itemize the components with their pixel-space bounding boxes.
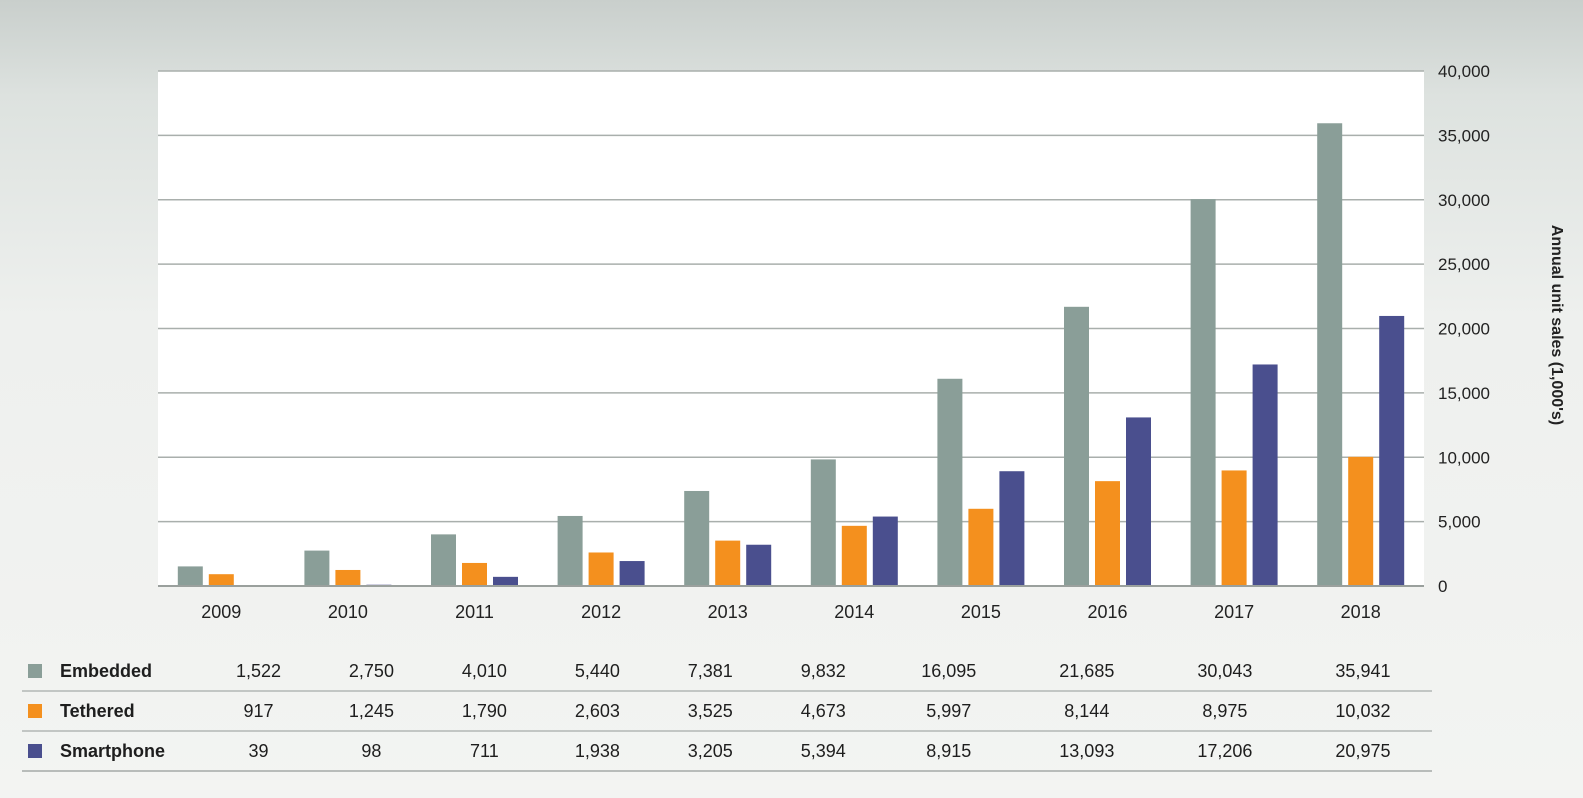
bar-embedded-2017 (1190, 199, 1216, 586)
y-axis-title: Annual unit sales (1,000's) (1548, 225, 1565, 425)
bar-tethered-2012 (588, 552, 614, 586)
bar-smartphone-2017 (1252, 364, 1278, 586)
x-category-label: 2010 (328, 602, 368, 622)
x-axis-categories: 2009 2010 2011 2012 2013 2014 2015 2016 2017 2018 (201, 602, 1380, 622)
x-category-label: 2014 (834, 602, 874, 622)
table-cell: 711 (427, 731, 541, 772)
legend-swatch (28, 743, 42, 758)
table-cell: 20,975 (1293, 731, 1432, 772)
bar-tethered-2009 (208, 574, 234, 586)
table-cell: 3,205 (653, 731, 767, 772)
data-table: Embedded 1,522 2,750 4,010 5,440 7,381 9,832 16… (22, 652, 1432, 772)
table-cell: 1,245 (314, 691, 428, 732)
bar-embedded-2012 (557, 515, 583, 586)
bar-embedded-2015 (937, 378, 963, 586)
x-category-label: 2012 (581, 602, 621, 622)
table-cell: 8,144 (1017, 691, 1156, 732)
bar-embedded-2018 (1317, 123, 1343, 586)
bar-smartphone-2014 (872, 516, 898, 586)
bar-tethered-2010 (335, 569, 361, 586)
bar-embedded-2016 (1064, 306, 1089, 586)
y-tick-label: 25,000 (1438, 255, 1490, 274)
bar-tethered-2011 (462, 562, 487, 586)
table-cell: 4,673 (766, 691, 880, 732)
bar-tethered-2016 (1095, 481, 1120, 586)
table-cell: 5,394 (766, 731, 880, 772)
table-cell: 3,525 (653, 691, 767, 732)
table-row: Embedded 1,522 2,750 4,010 5,440 7,381 9,832 16… (22, 652, 1432, 692)
y-tick-label: 10,000 (1438, 448, 1490, 467)
bar-smartphone-2013 (746, 544, 772, 586)
x-category-label: 2018 (1341, 602, 1381, 622)
table-cell: 35,941 (1293, 652, 1432, 692)
x-category-label: 2013 (708, 602, 748, 622)
y-tick-label: 30,000 (1438, 191, 1490, 210)
x-category-label: 2016 (1087, 602, 1127, 622)
bar-smartphone-2011 (493, 576, 518, 586)
y-tick-label: 0 (1438, 577, 1447, 596)
y-axis-ticks: 0 5,000 10,000 15,000 20,000 25,000 30,000 35,0… (1438, 62, 1490, 596)
y-tick-label: 15,000 (1438, 384, 1490, 403)
gridlines (158, 70, 1424, 523)
table-cell: 5,997 (879, 691, 1018, 732)
table-cell: 8,975 (1155, 691, 1294, 732)
bar-embedded-2010 (304, 550, 330, 586)
table-cell: 98 (314, 731, 428, 772)
x-category-label: 2011 (455, 602, 494, 622)
y-tick-label: 35,000 (1438, 126, 1490, 145)
x-category-label: 2009 (201, 602, 241, 622)
table-cell: 17,206 (1155, 731, 1294, 772)
series-name: Embedded (60, 660, 153, 681)
table-cell: 1,790 (427, 691, 541, 732)
bar-tethered-2014 (841, 525, 867, 586)
x-category-label: 2017 (1214, 602, 1254, 622)
table-cell: 1,938 (540, 731, 654, 772)
series-name: Tethered (60, 700, 135, 721)
table-cell: 5,440 (540, 652, 654, 692)
table-cell: 8,915 (879, 731, 1018, 772)
table-cell: 4,010 (427, 652, 541, 692)
series-cell: Smartphone (22, 731, 202, 772)
bar-smartphone-2018 (1379, 315, 1405, 586)
table-cell: 13,093 (1017, 731, 1156, 772)
table-cell: 16,095 (879, 652, 1018, 692)
table-cell: 917 (202, 691, 315, 732)
table-cell: 2,750 (314, 652, 428, 692)
x-category-label: 2015 (961, 602, 1001, 622)
bar-embedded-2014 (810, 459, 836, 586)
table-cell: 7,381 (653, 652, 767, 692)
bar-tethered-2015 (968, 508, 994, 586)
y-tick-label: 20,000 (1438, 320, 1490, 339)
table-cell: 30,043 (1155, 652, 1294, 692)
bar-embedded-2009 (177, 566, 203, 586)
table-row: Tethered 917 1,245 1,790 2,603 3,525 4,673 5,99… (22, 691, 1432, 732)
table-cell: 2,603 (540, 691, 654, 732)
table-cell: 21,685 (1017, 652, 1156, 692)
table-cell: 10,032 (1293, 691, 1432, 732)
table-cell: 1,522 (202, 652, 315, 692)
table-cell: 9,832 (766, 652, 880, 692)
table-row: Smartphone 39 98 711 1,938 3,205 5,394 8,915 13,… (22, 731, 1432, 772)
bar-smartphone-2016 (1126, 417, 1151, 586)
bar-embedded-2013 (684, 490, 710, 586)
legend-swatch (28, 663, 42, 678)
bar-tethered-2013 (715, 540, 741, 586)
bar-chart: 0 5,000 10,000 15,000 20,000 25,000 30,000 35,0… (158, 62, 1565, 622)
bar-smartphone-2015 (999, 471, 1025, 586)
bar-tethered-2017 (1221, 470, 1247, 586)
legend-swatch (28, 703, 42, 718)
bar-embedded-2011 (431, 534, 456, 586)
series-cell: Embedded (22, 652, 202, 692)
y-tick-label: 40,000 (1438, 62, 1490, 81)
series-name: Smartphone (60, 740, 166, 761)
table-cell: 39 (202, 731, 315, 772)
y-tick-label: 5,000 (1438, 513, 1481, 532)
bars (177, 123, 1405, 586)
bar-smartphone-2012 (619, 561, 645, 586)
bar-tethered-2018 (1348, 456, 1374, 586)
series-cell: Tethered (22, 691, 202, 732)
